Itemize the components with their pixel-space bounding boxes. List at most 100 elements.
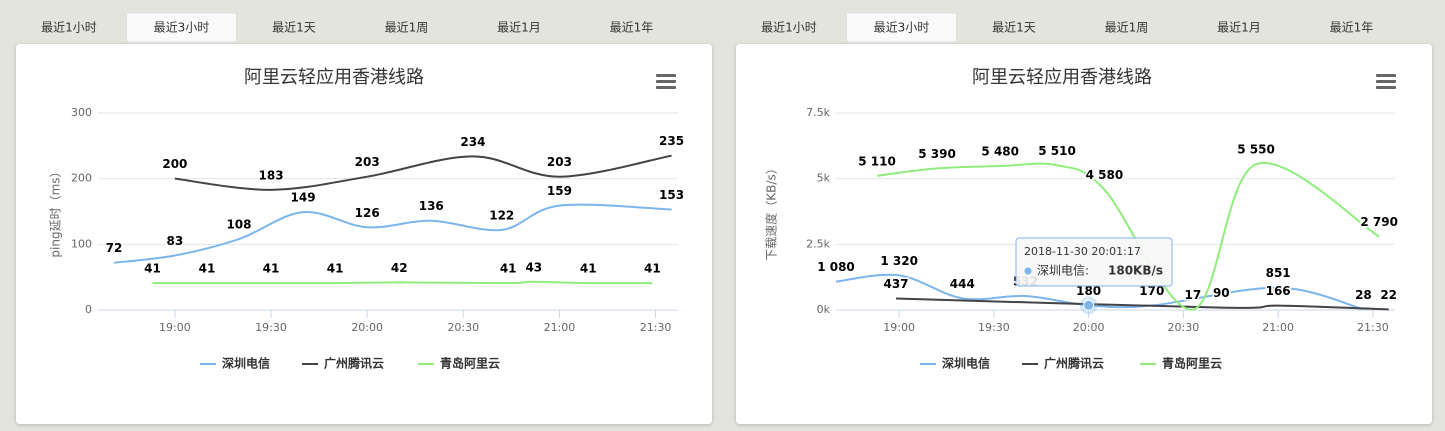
tab-label[interactable]: 最近3小时	[874, 21, 930, 35]
data-label: 203	[355, 155, 380, 169]
y-tick-label: 7.5k	[806, 106, 830, 119]
data-label: 108	[226, 218, 251, 232]
series-line	[876, 161, 1380, 311]
x-tick-label: 20:00	[351, 321, 383, 334]
series-line	[174, 154, 672, 191]
data-label: 183	[259, 168, 284, 182]
tab-label[interactable]: 最近1周	[385, 21, 429, 35]
series-line	[895, 297, 1389, 311]
tab-label[interactable]: 最近1年	[610, 21, 654, 35]
data-label: 166	[1266, 284, 1291, 298]
data-label: 444	[950, 277, 975, 291]
series-line	[152, 280, 653, 285]
tab-active[interactable]	[846, 12, 957, 43]
series-line	[113, 203, 672, 264]
data-label: 41	[263, 262, 280, 276]
legend-label[interactable]: 深圳电信	[942, 356, 990, 371]
tab-label[interactable]: 最近1年	[1330, 21, 1374, 35]
y-tick-label: 0	[85, 303, 92, 316]
data-label: 234	[460, 135, 485, 149]
chart-title: 阿里云轻应用香港线路	[972, 67, 1152, 88]
data-label: 126	[355, 206, 380, 220]
y-tick-label: 5k	[817, 172, 831, 185]
data-label: 170	[1139, 284, 1164, 298]
data-label: 5 110	[858, 154, 896, 168]
tab-label[interactable]: 最近3小时	[154, 21, 210, 35]
x-tick-label: 19:30	[255, 321, 287, 334]
x-tick-label: 19:00	[883, 321, 915, 334]
legend-label[interactable]: 青岛阿里云	[1162, 356, 1222, 371]
chart-title: 阿里云轻应用香港线路	[244, 67, 424, 88]
data-label: 851	[1266, 266, 1291, 280]
x-tick-label: 21:00	[544, 321, 576, 334]
legend-label[interactable]: 广州腾讯云	[1044, 356, 1104, 371]
y-axis-label: 下载速度（KB/s）	[764, 162, 779, 260]
data-label: 41	[144, 262, 161, 276]
tooltip-title: 2018-11-30 20:01:17	[1024, 245, 1141, 258]
hover-point	[1083, 299, 1095, 311]
tooltip-box	[1015, 237, 1173, 287]
tooltip-label: 深圳电信:	[1037, 264, 1089, 278]
tab-label[interactable]: 最近1小时	[41, 21, 97, 35]
data-label: 149	[291, 191, 316, 205]
tooltip-dot	[1024, 267, 1032, 275]
x-tick-label: 21:30	[1357, 321, 1389, 334]
x-tick-label: 20:30	[447, 321, 479, 334]
data-label: 90	[1213, 286, 1230, 300]
data-label: 1 080	[817, 260, 855, 274]
y-tick-label: 2.5k	[806, 237, 830, 250]
x-tick-label: 20:30	[1168, 321, 1200, 334]
tooltip-value: 180KB/s	[1108, 264, 1163, 278]
x-tick-label: 20:00	[1073, 321, 1105, 334]
data-label: 83	[167, 234, 184, 248]
data-label: 159	[547, 184, 572, 198]
x-tick-label: 21:00	[1262, 321, 1294, 334]
data-label: 43	[525, 260, 542, 274]
tab-label[interactable]: 最近1月	[497, 21, 541, 35]
data-label: 153	[659, 188, 684, 202]
panel	[16, 44, 712, 424]
y-tick-label: 200	[71, 172, 92, 185]
data-label: 5 480	[981, 145, 1019, 159]
y-tick-label: 0k	[817, 303, 831, 316]
data-label: 1 320	[880, 254, 918, 268]
x-tick-label: 19:30	[978, 321, 1010, 334]
data-label: 5 390	[918, 147, 956, 161]
data-label: 235	[659, 134, 684, 148]
data-label: 4 580	[1086, 168, 1124, 182]
data-label: 136	[419, 199, 444, 213]
legend-label[interactable]: 深圳电信	[222, 356, 270, 371]
data-label: 180	[1076, 284, 1101, 298]
x-tick-label: 19:00	[159, 321, 191, 334]
legend-label[interactable]: 青岛阿里云	[440, 356, 500, 371]
data-label: 41	[644, 262, 661, 276]
panel	[736, 44, 1432, 424]
data-label: 41	[580, 262, 597, 276]
tab-label[interactable]: 最近1周	[1105, 21, 1149, 35]
tab-label[interactable]: 最近1天	[992, 21, 1036, 35]
data-label: 17	[1185, 288, 1202, 302]
data-label: 2 790	[1360, 215, 1398, 229]
legend-label[interactable]: 广州腾讯云	[324, 356, 384, 371]
menu-icon[interactable]	[1376, 74, 1396, 89]
data-label: 41	[199, 262, 216, 276]
data-label: 5 510	[1038, 144, 1076, 158]
data-label: 28	[1355, 288, 1372, 302]
tab-label[interactable]: 最近1天	[272, 21, 316, 35]
data-label: 42	[391, 261, 408, 275]
data-label: 72	[106, 241, 123, 255]
data-label: 200	[162, 157, 187, 171]
data-label: 122	[489, 208, 514, 222]
menu-icon[interactable]	[656, 74, 676, 89]
y-axis-label: ping延时（ms）	[49, 165, 63, 257]
data-label: 41	[500, 262, 517, 276]
x-tick-label: 21:30	[640, 321, 672, 334]
data-label: 41	[327, 262, 344, 276]
y-tick-label: 100	[71, 237, 92, 250]
tab-label[interactable]: 最近1月	[1217, 21, 1261, 35]
data-label: 203	[547, 155, 572, 169]
tab-active[interactable]	[126, 12, 237, 43]
tab-label[interactable]: 最近1小时	[761, 21, 817, 35]
series-line	[835, 273, 1364, 311]
